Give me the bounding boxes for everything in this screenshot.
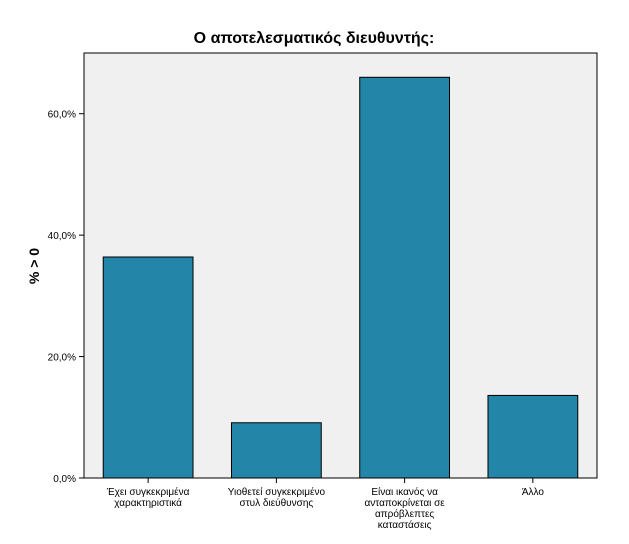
bars (102, 76, 579, 479)
y-axis: 0,0% 20,0% 40,0% 60,0% (48, 110, 84, 485)
y-tick-label: 0,0% (53, 474, 76, 485)
category-label-line: Άλλο (522, 487, 545, 498)
y-tick-label: 40,0% (48, 231, 76, 242)
bar-2 (230, 422, 322, 479)
category-label-line: απρόβλεπτες (375, 508, 434, 520)
category-label-1: Έχει συγκεκριμένα χαρακτηριστικά (106, 486, 190, 509)
bar-1 (102, 256, 194, 479)
bar-3 (359, 76, 451, 479)
category-label-line: ανταποκρίνεται σε (364, 497, 445, 509)
category-label-2: Υιοθετεί συγκεκριμένο στυλ διεύθυνσης (228, 486, 326, 509)
category-label-line: καταστάσεις (378, 519, 432, 531)
y-tick-label: 20,0% (48, 353, 76, 364)
x-axis: Έχει συγκεκριμένα χαρακτηριστικά Υιοθετεί … (106, 478, 545, 531)
y-tick-label: 60,0% (48, 110, 76, 121)
category-label-line: χαρακτηριστικά (114, 497, 182, 509)
category-label-4: Άλλο (522, 487, 545, 498)
category-label-line: Υιοθετεί συγκεκριμένο (228, 486, 326, 498)
category-label-line: Είναι ικανός να (371, 486, 438, 498)
category-label-3: Είναι ικανός να ανταποκρίνεται σε απρόβλεπ… (364, 486, 445, 531)
bar-4 (487, 394, 579, 479)
y-axis-label: % > 0 (26, 248, 42, 284)
category-label-line: στυλ διεύθυνσης (240, 497, 314, 509)
category-label-line: Έχει συγκεκριμένα (106, 486, 190, 498)
chart-title: Ο αποτελεσματικός διευθυντής: (194, 30, 435, 47)
